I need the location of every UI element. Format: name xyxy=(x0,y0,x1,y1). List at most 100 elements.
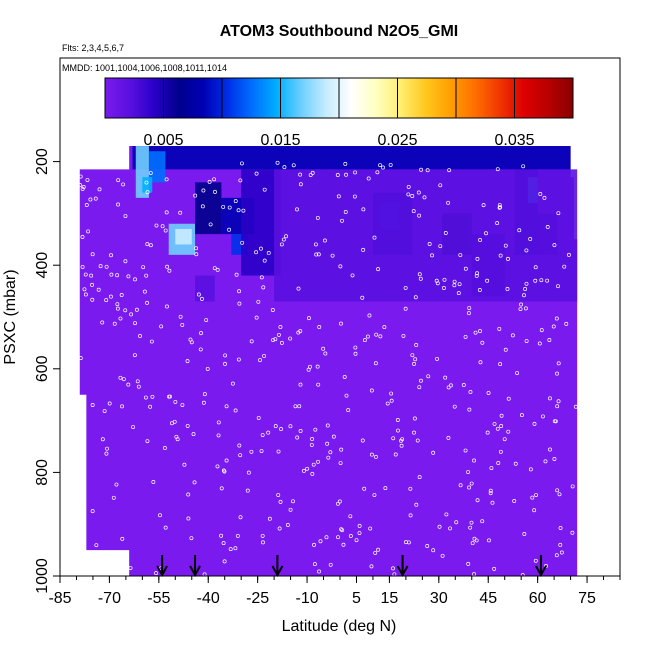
sample-point xyxy=(314,252,319,257)
sample-point xyxy=(547,338,552,342)
sample-point xyxy=(98,264,103,269)
sample-point xyxy=(224,458,229,463)
sample-point xyxy=(412,361,416,366)
sample-point xyxy=(467,485,471,490)
sample-point xyxy=(524,248,529,253)
sample-point xyxy=(499,413,504,418)
sample-point xyxy=(221,541,226,546)
sample-point xyxy=(296,286,301,291)
sample-point xyxy=(413,295,418,300)
sample-point xyxy=(413,357,418,362)
sample-point xyxy=(403,306,408,311)
sample-point xyxy=(239,161,244,166)
sample-point xyxy=(469,520,474,525)
sample-point xyxy=(523,286,528,291)
sample-point xyxy=(369,564,374,569)
sample-point xyxy=(108,294,113,299)
sample-point xyxy=(260,433,265,437)
sample-point xyxy=(185,359,190,364)
sample-point xyxy=(237,301,242,306)
sample-point xyxy=(115,306,120,311)
sample-point xyxy=(178,210,183,215)
sample-point xyxy=(116,202,121,207)
sample-point xyxy=(133,321,137,326)
x-tick-label: -55 xyxy=(147,590,170,607)
heatmap-cell xyxy=(142,177,153,193)
sample-point xyxy=(353,345,358,350)
sample-point xyxy=(498,253,503,258)
sample-point xyxy=(532,508,537,513)
sample-point xyxy=(186,516,191,521)
sample-point xyxy=(475,271,480,276)
sample-point xyxy=(556,361,561,366)
sample-point xyxy=(466,470,471,474)
x-axis-label: Latitude (deg N) xyxy=(282,618,397,635)
sample-point xyxy=(566,252,571,257)
heatmap-cell xyxy=(274,169,578,302)
sample-point xyxy=(180,322,185,327)
sample-point xyxy=(82,287,87,292)
sample-point xyxy=(159,324,164,329)
flight-marker-arrow xyxy=(535,555,547,578)
sample-point xyxy=(528,467,533,472)
sample-point xyxy=(503,243,508,248)
sample-point xyxy=(148,171,153,176)
sample-point xyxy=(399,443,404,448)
sample-point xyxy=(313,242,318,247)
x-tick-label: 45 xyxy=(479,590,497,607)
sample-point xyxy=(369,452,374,457)
sample-point xyxy=(259,275,264,280)
sample-point xyxy=(285,523,290,527)
sample-point xyxy=(163,525,168,530)
sample-point xyxy=(80,264,85,269)
sample-point xyxy=(276,493,281,498)
flight-marker-arrow xyxy=(271,555,284,578)
sample-point xyxy=(260,533,265,538)
sample-point xyxy=(213,189,217,194)
sample-point xyxy=(365,334,370,339)
sample-point xyxy=(440,553,445,558)
sample-point xyxy=(99,570,104,575)
sample-point xyxy=(478,360,483,365)
sample-point xyxy=(138,334,142,338)
x-tick-label: 5 xyxy=(352,590,361,607)
sample-point xyxy=(522,293,526,298)
sample-point xyxy=(446,200,451,205)
sample-point xyxy=(180,403,185,407)
sample-point xyxy=(543,459,548,464)
sample-point xyxy=(337,499,342,504)
sample-point xyxy=(94,543,99,548)
sample-point xyxy=(521,164,526,169)
sample-point xyxy=(200,204,205,209)
sample-point xyxy=(167,394,171,399)
sample-point xyxy=(123,308,128,313)
sample-point xyxy=(288,336,293,341)
sample-point xyxy=(199,331,204,336)
sample-point xyxy=(570,484,575,489)
x-tick-label: 15 xyxy=(381,590,399,607)
sample-point xyxy=(537,341,542,346)
sample-point xyxy=(463,448,468,453)
sample-point xyxy=(395,418,400,422)
x-tick-label: -40 xyxy=(197,590,220,607)
sample-point xyxy=(369,388,374,393)
sample-point xyxy=(558,526,563,530)
sample-point xyxy=(194,252,199,257)
sample-point xyxy=(374,332,379,337)
sample-point xyxy=(416,190,421,195)
sample-point xyxy=(348,534,353,538)
colorbar-tick-label: 0.035 xyxy=(494,132,534,149)
sample-point xyxy=(192,480,197,485)
sample-point xyxy=(431,548,436,553)
sample-point xyxy=(430,253,434,258)
sample-point xyxy=(196,292,201,297)
sample-point xyxy=(173,399,178,404)
sample-point xyxy=(348,514,353,519)
sample-point xyxy=(151,480,156,484)
sample-point xyxy=(325,423,330,428)
sample-point xyxy=(542,195,547,200)
sample-point xyxy=(223,353,228,358)
sample-point xyxy=(261,285,266,290)
sample-point xyxy=(145,190,150,195)
